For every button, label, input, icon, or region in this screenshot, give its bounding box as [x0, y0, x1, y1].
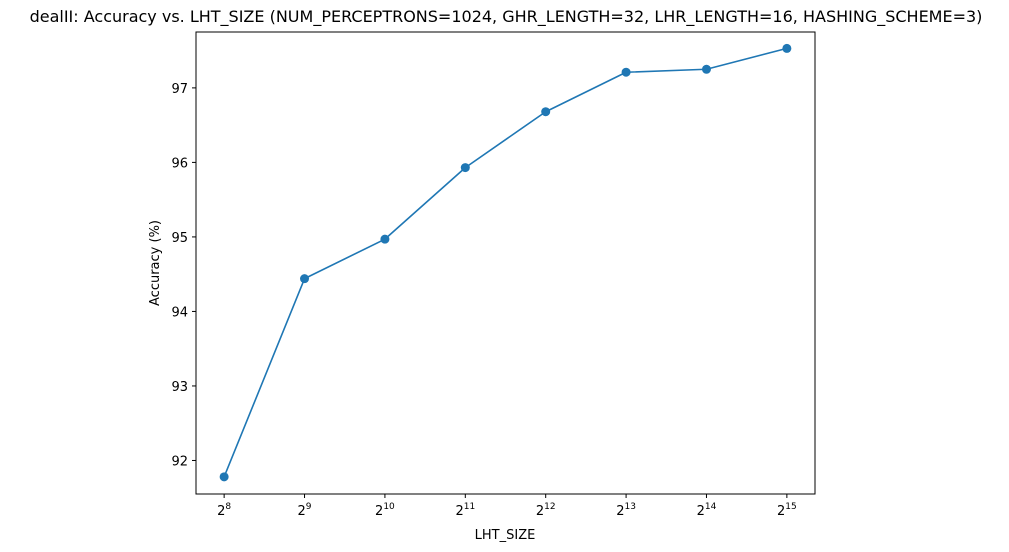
y-tick-label: 97 [171, 82, 188, 97]
data-point [460, 163, 470, 173]
x-tick-label: 29 [298, 502, 312, 519]
x-tick-label: 214 [697, 502, 717, 519]
x-tick-label: 210 [375, 502, 395, 519]
x-tick-label: 212 [536, 502, 556, 519]
y-tick-label: 92 [171, 454, 188, 469]
y-tick-label: 94 [171, 305, 188, 320]
y-tick-label: 96 [171, 156, 188, 171]
x-tick-label: 211 [455, 502, 475, 519]
y-tick-label: 95 [171, 231, 188, 246]
data-point [541, 107, 551, 117]
data-point [701, 64, 711, 74]
x-tick-label: 28 [217, 502, 231, 519]
y-tick-label: 93 [171, 380, 188, 395]
data-point [380, 234, 390, 244]
x-tick-label: 215 [777, 502, 797, 519]
x-axis-label: LHT_SIZE [475, 528, 536, 543]
axes-frame [195, 31, 816, 495]
data-point [300, 274, 310, 284]
plot-area: 28 29 210 211 212 213 214 215 92 93 94 95 96 97 [171, 31, 816, 519]
x-tick-label: 213 [616, 502, 636, 519]
data-point [219, 472, 229, 482]
series-line [223, 47, 788, 478]
data-point [621, 67, 631, 77]
data-point [782, 43, 792, 53]
chart-title: dealII: Accuracy vs. LHT_SIZE (NUM_PERCE… [30, 7, 983, 27]
y-axis-label: Accuracy (%) [148, 220, 163, 306]
